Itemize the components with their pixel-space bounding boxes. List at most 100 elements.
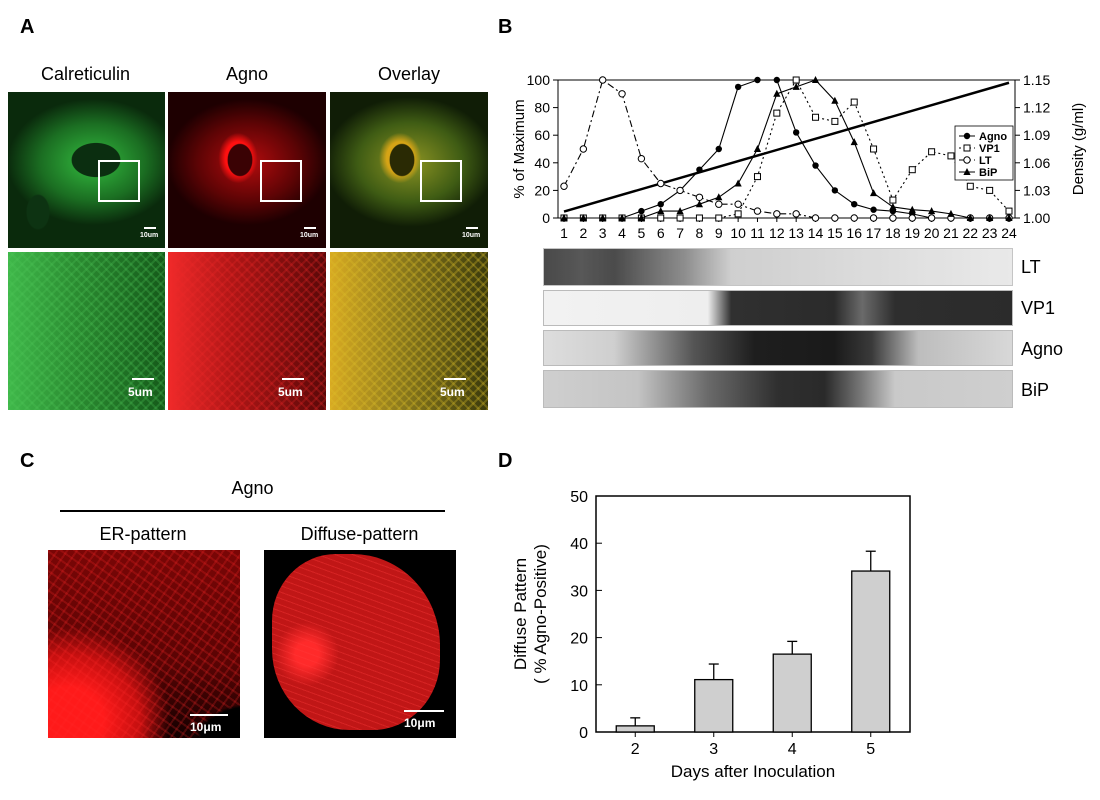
western-blot-lt [543,248,1013,286]
data-point [851,201,858,208]
y-tick-label: 0 [579,725,588,742]
legend-marker [963,144,971,152]
plot-frame [557,79,1016,219]
calreticulin-image: 10um [8,92,165,248]
data-point [850,138,858,146]
panel-a-label: A [20,16,35,38]
y2-tick-label: 1.09 [1023,127,1050,143]
x-tick-label: 2 [631,741,640,758]
y2-tick-label: 1.00 [1023,210,1050,226]
data-point [695,214,703,222]
panel-c-divider [60,510,445,512]
y-tick-label: 60 [534,127,550,143]
series-line-bip [564,79,1009,219]
data-point [599,214,607,221]
data-point [753,145,762,152]
legend-marker [963,132,971,140]
y-tick-label: 100 [527,72,551,88]
data-point [811,76,820,83]
calreticulin-zoom-image: 5um [8,252,165,410]
y2-tick-label: 1.12 [1023,100,1050,116]
diffuse-pattern-label: Diffuse-pattern [300,524,419,544]
data-point [792,82,800,90]
data-point [812,113,820,121]
data-point [773,76,781,84]
x-tick-label: 9 [715,225,723,241]
x-tick-label: 14 [808,225,824,241]
data-point [657,207,665,215]
x-tick-label: 17 [866,225,882,241]
er-pattern-image: 10μm [48,550,240,738]
x-tick-label: 5 [637,225,645,241]
data-point [889,214,897,222]
data-point [792,76,800,84]
diffuse-pattern-image: 10μm [264,550,456,738]
er-pattern-label: ER-pattern [99,524,187,544]
y-axis-label: ( % Agno-Positive) [531,544,550,684]
x-tick-label: 4 [788,741,797,758]
data-point [831,117,839,125]
x-tick-label: 5 [866,741,875,758]
scale-bar-label: 5um [440,385,465,399]
y-tick-label: 40 [570,536,588,553]
y2-tick-label: 1.15 [1023,72,1050,88]
data-point [560,182,568,190]
data-point [792,129,800,136]
data-point [715,145,722,153]
blot-label-vp1: VP1 [1021,298,1056,318]
panel-c-header: Agno [231,478,274,498]
bar [851,570,891,733]
x-tick-label: 23 [982,225,998,241]
scale-bar-label: 10um [140,232,159,239]
x-tick-label: 12 [769,225,785,241]
data-point [676,214,684,222]
overlay-zoom-image: 5um [330,252,488,410]
column-label-calreticulin: Calreticulin [40,64,131,84]
legend-marker [963,168,971,175]
data-point [1005,207,1013,215]
data-point [831,214,839,222]
y-tick-label: 80 [534,100,550,116]
x-tick-label: 6 [657,225,665,241]
data-point [966,214,974,221]
x-tick-label: 19 [904,225,920,241]
data-point [637,214,645,221]
series-bip [560,76,1013,221]
series-vp1 [560,76,1013,222]
x-tick-label: 13 [788,225,804,241]
y-tick-label: 10 [570,678,588,695]
x-tick-label: 22 [963,225,979,241]
data-point [715,200,723,208]
x-axis-label: Days after Inoculation [671,762,835,781]
western-blot-bip [543,370,1013,408]
y-axis-label: % of Maximum [511,99,528,198]
x-tick-label: 24 [1001,225,1017,241]
panel-b-label: B [498,16,513,38]
scale-bar-label: 10um [300,232,319,239]
data-point [579,214,587,221]
y-tick-label: 20 [534,182,550,198]
data-point [676,207,684,215]
blot-label-lt: LT [1021,257,1041,277]
series-line-agno [564,79,1009,219]
data-point [676,186,684,195]
bar [694,678,734,733]
y-tick-label: 20 [570,631,588,648]
data-point [734,179,742,187]
x-tick-label: 3 [599,225,607,241]
data-point [715,193,723,201]
data-point [850,98,858,106]
x-tick-label: 16 [846,225,862,241]
series-agno [560,76,1013,222]
data-point [870,206,877,213]
data-point [928,148,936,156]
data-point [947,209,955,217]
scale-bar-label: 10μm [190,720,222,734]
blot-label-bip: BiP [1021,380,1050,400]
data-point [754,76,761,84]
region-of-interest-box [260,160,302,202]
y-tick-label: 40 [534,155,550,171]
blot-label-agno: Agno [1021,339,1064,359]
x-tick-label: 10 [730,225,746,241]
scale-bar-label: 5um [278,385,303,399]
